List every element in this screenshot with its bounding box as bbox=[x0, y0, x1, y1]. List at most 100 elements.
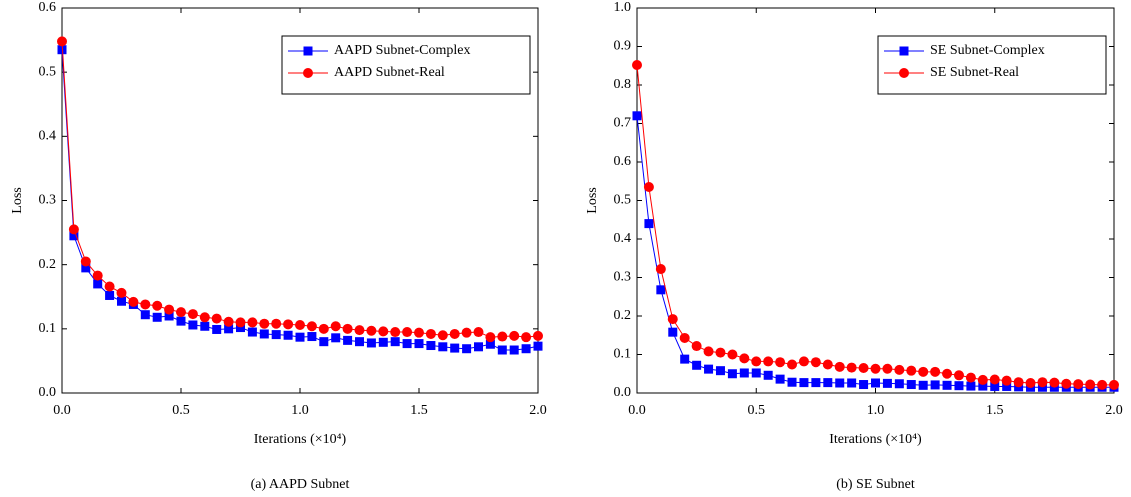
marker bbox=[727, 349, 738, 360]
marker bbox=[461, 327, 472, 338]
legend-marker bbox=[303, 68, 313, 78]
marker bbox=[343, 335, 353, 345]
marker bbox=[224, 324, 234, 334]
marker bbox=[247, 317, 258, 328]
marker bbox=[140, 310, 150, 320]
marker bbox=[810, 357, 821, 368]
y-tick-label: 0.0 bbox=[614, 385, 632, 400]
marker bbox=[259, 329, 269, 339]
marker bbox=[704, 364, 714, 374]
marker bbox=[643, 182, 654, 193]
marker bbox=[485, 339, 495, 349]
marker bbox=[953, 370, 964, 381]
y-tick-label: 0.6 bbox=[39, 0, 57, 15]
marker bbox=[378, 326, 389, 337]
marker bbox=[187, 309, 198, 320]
marker bbox=[152, 300, 163, 311]
marker bbox=[57, 36, 67, 47]
marker bbox=[906, 365, 917, 376]
marker bbox=[894, 364, 905, 375]
marker bbox=[425, 328, 436, 339]
x-tick-label: 1.0 bbox=[291, 403, 309, 418]
marker bbox=[402, 327, 413, 338]
x-tick-label: 0.5 bbox=[172, 403, 190, 418]
marker bbox=[989, 374, 1000, 385]
marker bbox=[223, 316, 234, 327]
marker bbox=[858, 362, 869, 373]
marker bbox=[533, 341, 543, 351]
legend-box bbox=[281, 35, 531, 95]
marker bbox=[775, 357, 786, 368]
marker bbox=[497, 345, 507, 355]
marker bbox=[474, 342, 483, 352]
marker bbox=[1109, 379, 1119, 390]
marker bbox=[449, 328, 460, 339]
marker bbox=[966, 381, 976, 391]
marker bbox=[283, 319, 294, 330]
marker bbox=[822, 359, 833, 370]
marker bbox=[811, 378, 821, 388]
marker bbox=[521, 332, 532, 343]
marker bbox=[751, 356, 762, 367]
marker bbox=[787, 359, 798, 370]
marker bbox=[354, 325, 365, 336]
legend-box bbox=[877, 35, 1107, 95]
marker bbox=[366, 325, 377, 336]
x-tick-label: 2.0 bbox=[529, 403, 547, 418]
marker bbox=[211, 313, 222, 324]
x-tick-label: 0.5 bbox=[748, 403, 766, 418]
marker bbox=[105, 290, 115, 300]
y-tick-label: 0.0 bbox=[39, 385, 57, 400]
marker bbox=[330, 321, 341, 332]
y-axis-label: Loss bbox=[585, 187, 600, 213]
y-tick-label: 0.2 bbox=[614, 308, 632, 323]
marker bbox=[485, 332, 496, 343]
marker bbox=[426, 341, 436, 351]
marker bbox=[69, 231, 79, 241]
marker bbox=[307, 332, 317, 342]
marker bbox=[366, 338, 376, 348]
marker bbox=[235, 317, 246, 328]
series-line bbox=[636, 64, 1114, 386]
marker bbox=[1073, 379, 1084, 390]
marker bbox=[906, 380, 916, 390]
marker bbox=[739, 353, 750, 364]
marker bbox=[93, 279, 103, 289]
marker bbox=[680, 354, 690, 364]
y-tick-label: 0.8 bbox=[614, 77, 632, 92]
marker bbox=[739, 368, 749, 378]
marker bbox=[116, 287, 127, 298]
marker bbox=[81, 263, 91, 273]
marker bbox=[521, 344, 531, 354]
marker bbox=[1025, 377, 1036, 388]
marker bbox=[176, 316, 186, 326]
marker bbox=[965, 372, 976, 383]
marker bbox=[533, 330, 543, 341]
marker bbox=[977, 374, 988, 385]
y-tick-label: 0.1 bbox=[39, 321, 57, 336]
x-tick-label: 0.0 bbox=[628, 403, 646, 418]
marker bbox=[509, 345, 519, 355]
marker bbox=[176, 307, 186, 318]
marker bbox=[727, 369, 737, 379]
x-axis-label: Iterations (×10⁴) bbox=[254, 432, 347, 447]
marker bbox=[331, 333, 341, 343]
y-tick-label: 0.4 bbox=[614, 231, 632, 246]
marker bbox=[847, 378, 857, 388]
marker bbox=[295, 332, 305, 342]
marker bbox=[763, 370, 773, 380]
marker bbox=[128, 296, 139, 307]
marker bbox=[692, 360, 702, 370]
marker bbox=[1049, 377, 1060, 388]
marker bbox=[188, 320, 198, 330]
marker bbox=[295, 319, 305, 330]
legend-label: AAPD Subnet-Complex bbox=[334, 43, 471, 58]
x-tick-label: 0.0 bbox=[53, 403, 71, 418]
marker bbox=[703, 346, 714, 357]
marker bbox=[1037, 382, 1047, 392]
marker bbox=[715, 347, 726, 358]
marker bbox=[751, 368, 761, 378]
y-tick-label: 0.6 bbox=[614, 154, 632, 169]
marker bbox=[57, 45, 67, 55]
marker bbox=[378, 337, 388, 347]
